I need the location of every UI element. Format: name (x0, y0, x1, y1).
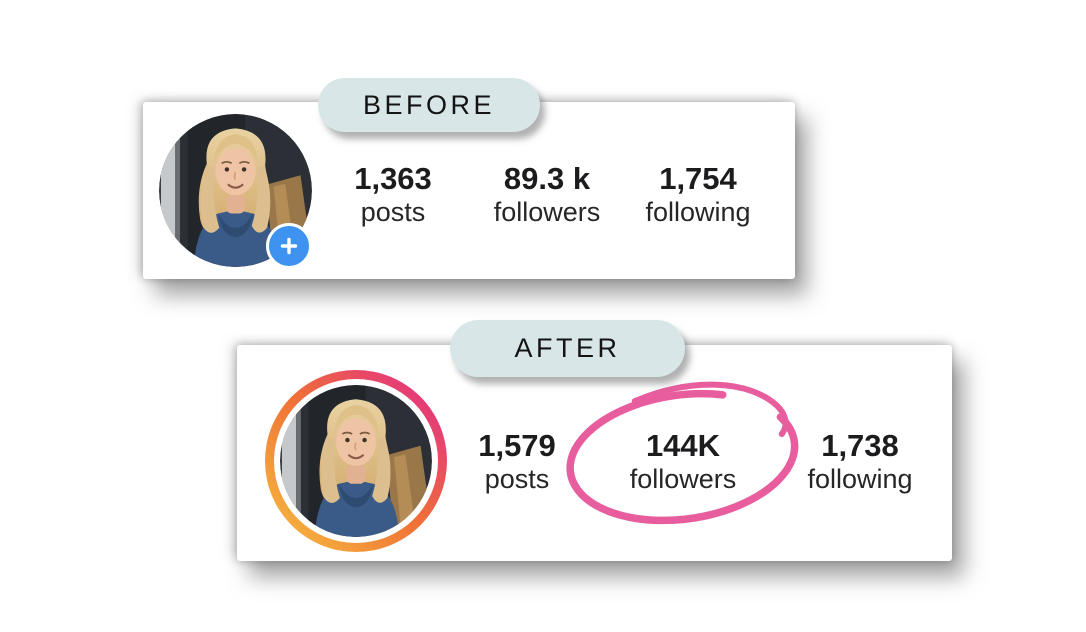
posts-label: posts (484, 464, 550, 494)
before-label: BEFORE (362, 89, 496, 120)
followers-count: 89.3 k (503, 161, 591, 196)
before-stat-posts[interactable]: 1,363 posts (354, 162, 432, 228)
add-story-button[interactable] (266, 223, 312, 269)
story-ring-inner (274, 379, 438, 543)
before-label-pill: BEFORE (318, 78, 540, 132)
before-stat-followers[interactable]: 89.3 k followers (494, 162, 601, 228)
after-label-pill: AFTER (450, 320, 685, 377)
after-stat-posts[interactable]: 1,579 posts (478, 429, 556, 495)
profile-photo (280, 385, 432, 537)
posts-count: 1,579 (478, 428, 556, 463)
after-stat-following[interactable]: 1,738 following (807, 429, 912, 495)
story-ring[interactable] (265, 370, 447, 552)
after-stat-followers[interactable]: 144K followers (630, 429, 737, 495)
after-card: AFTER 1,579 posts 144K followers 1,738 f… (237, 320, 952, 561)
before-avatar[interactable] (159, 114, 312, 269)
posts-label: posts (360, 197, 426, 227)
followers-label: followers (493, 197, 601, 227)
after-label: AFTER (514, 333, 621, 363)
before-stat-following[interactable]: 1,754 following (645, 162, 750, 228)
following-label: following (807, 464, 913, 494)
before-card: BEFORE 1,363 posts 89.3 k followers 1,75… (143, 78, 795, 279)
following-count: 1,738 (821, 428, 899, 463)
following-label: following (645, 197, 751, 227)
followers-label: followers (629, 464, 737, 494)
plus-icon (280, 237, 298, 255)
followers-count: 144K (645, 428, 721, 463)
following-count: 1,754 (659, 161, 737, 196)
posts-count: 1,363 (354, 161, 432, 196)
